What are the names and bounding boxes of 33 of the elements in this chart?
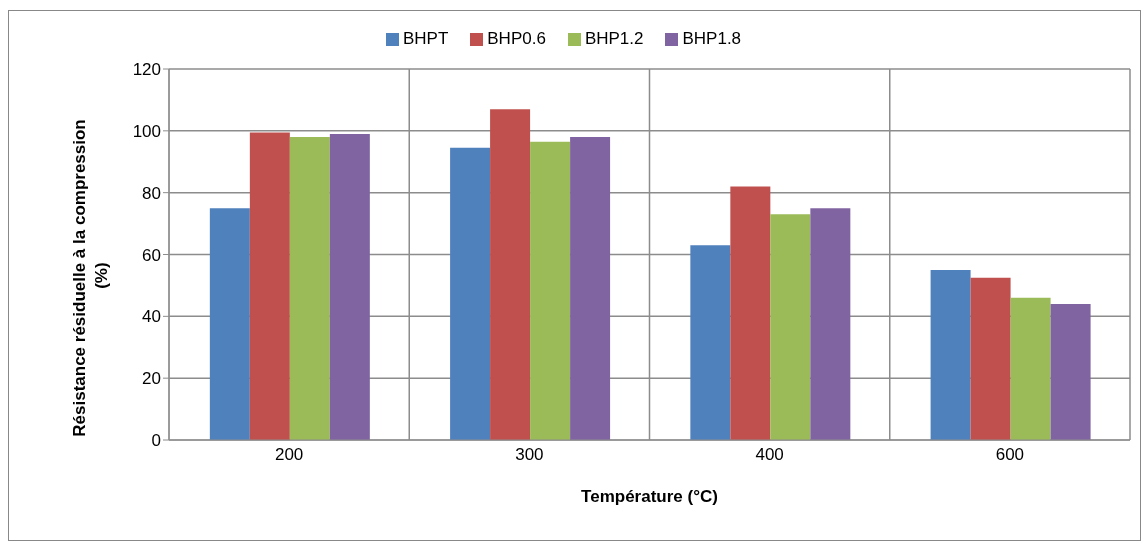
y-tick-label: 120 (132, 60, 161, 80)
bar (209, 208, 250, 440)
bar (450, 147, 491, 440)
bar (289, 137, 330, 440)
y-tick-label: 40 (142, 307, 161, 327)
bar (570, 137, 611, 440)
y-axis-title: Résistance résiduelle à la compression (%) (70, 119, 111, 437)
bar (690, 245, 731, 440)
x-tick-label: 300 (515, 445, 544, 465)
legend-label: BHPT (402, 29, 449, 48)
bar (930, 269, 971, 440)
x-axis-title: Température (°C) (581, 487, 718, 506)
y-tick-label: 0 (151, 431, 161, 451)
bar (810, 208, 851, 440)
y-tick-label: 20 (142, 369, 161, 389)
legend-label: BHP1.8 (682, 29, 742, 48)
bar (530, 141, 571, 440)
x-tick-label: 200 (274, 445, 304, 465)
bar (730, 186, 771, 440)
bar (329, 133, 370, 440)
legend-label: BHP1.2 (584, 29, 644, 48)
bar (1050, 303, 1091, 440)
x-tick-label: 600 (995, 445, 1025, 465)
x-tick-label: 400 (755, 445, 784, 465)
bar (490, 109, 531, 440)
bar (249, 132, 290, 440)
y-tick-label: 100 (132, 121, 161, 141)
y-tick-label: 80 (142, 183, 161, 203)
legend-label: BHP0.6 (487, 29, 546, 48)
y-tick-label: 60 (142, 245, 161, 265)
bar (970, 277, 1011, 440)
bar (770, 214, 811, 440)
bar (1010, 297, 1051, 440)
